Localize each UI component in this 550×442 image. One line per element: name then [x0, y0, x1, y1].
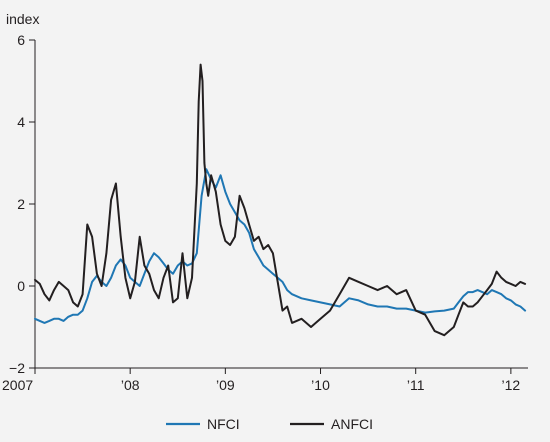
y-tick-label: −2 [9, 360, 25, 376]
y-tick-label: 2 [17, 196, 25, 212]
x-tick-label: ’09 [216, 377, 235, 393]
x-tick-label: ’10 [311, 377, 330, 393]
legend-label-anfci: ANFCI [331, 416, 373, 432]
x-axis: 2007 ’08 ’09 ’10 ’11 ’12 [2, 367, 528, 393]
x-tick-label: ’11 [407, 377, 425, 393]
x-tick-label: ’08 [121, 377, 140, 393]
legend: NFCI ANFCI [166, 416, 373, 432]
y-tick-label: 6 [17, 32, 25, 48]
series-line-anfci [34, 63, 527, 337]
y-tick-label: 4 [17, 114, 25, 130]
legend-label-nfci: NFCI [207, 416, 240, 432]
y-tick-label: 0 [17, 278, 25, 294]
y-axis-unit-label: index [6, 11, 39, 27]
x-tick-label: 2007 [2, 377, 33, 393]
series-line-nfci [34, 168, 527, 324]
y-axis: −2 0 2 4 6 [9, 32, 36, 376]
plot-area [34, 63, 527, 337]
x-tick-label: ’12 [502, 377, 521, 393]
